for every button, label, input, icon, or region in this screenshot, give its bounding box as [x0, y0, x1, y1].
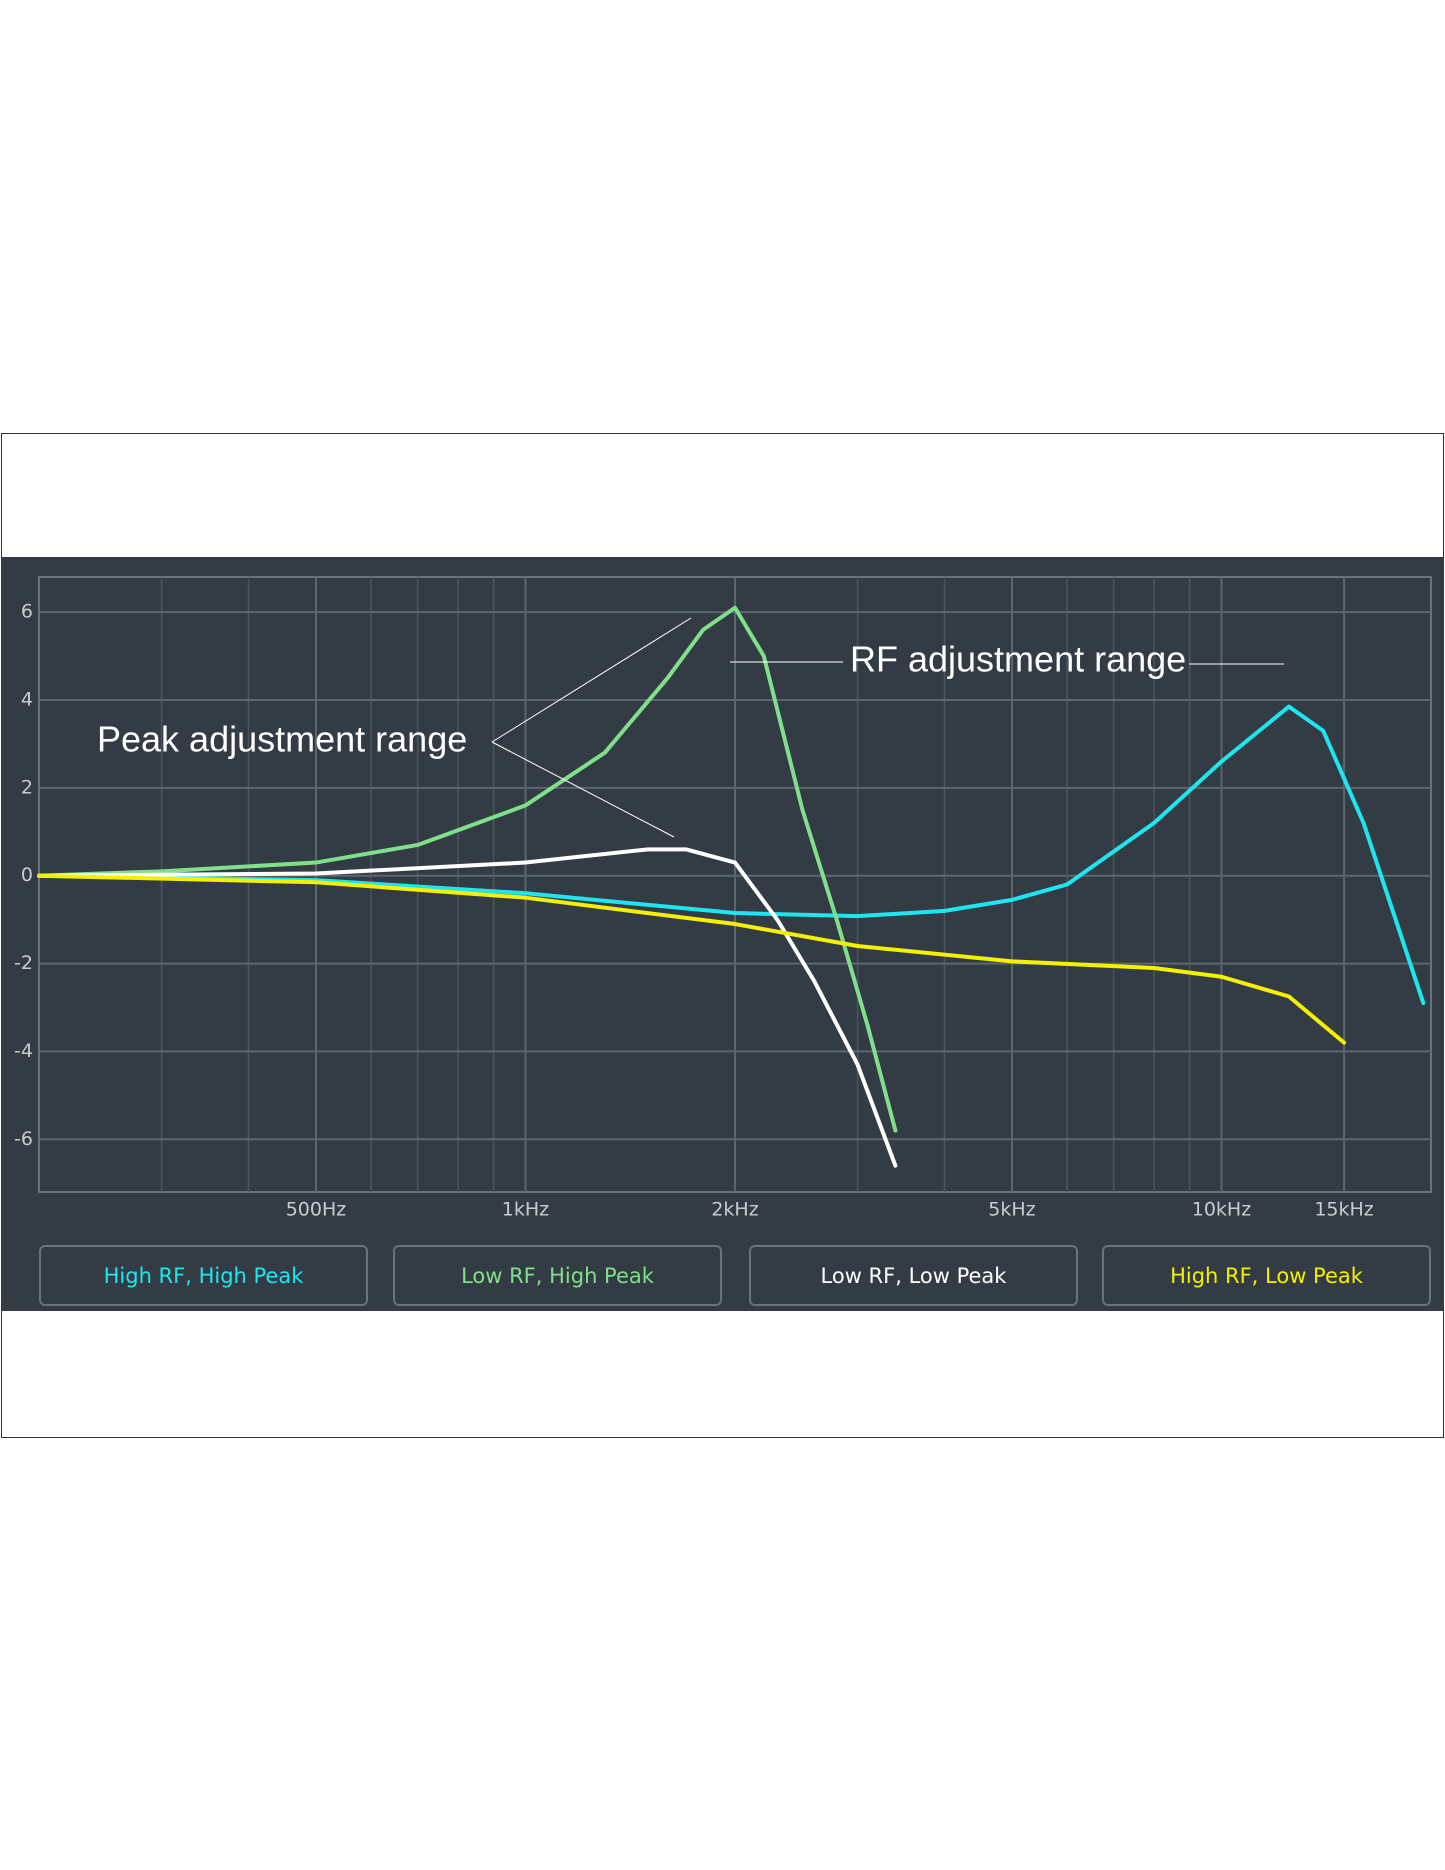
- eq-curve: [37, 847, 898, 1168]
- eq-curve: [37, 605, 898, 1133]
- annotation: Peak adjustment range: [97, 719, 467, 760]
- x-tick-label: 5kHz: [988, 1199, 1035, 1221]
- preset-button[interactable]: High RF, High Peak: [39, 1245, 368, 1306]
- y-tick-label: -4: [14, 1040, 33, 1062]
- grid: [39, 577, 1431, 1192]
- y-tick-label: -6: [14, 1128, 33, 1150]
- y-tick-label: 6: [21, 601, 33, 623]
- leader-line: [491, 741, 675, 838]
- x-tick-label: 15kHz: [1314, 1199, 1373, 1221]
- preset-button[interactable]: Low RF, High Peak: [393, 1245, 722, 1306]
- y-tick-label: 4: [21, 689, 33, 711]
- eq-curve: [37, 873, 1347, 1045]
- x-tick-label: 1kHz: [502, 1199, 549, 1221]
- x-tick-label: 500Hz: [286, 1199, 347, 1221]
- preset-button[interactable]: Low RF, Low Peak: [749, 1245, 1078, 1306]
- annotation: RF adjustment range: [850, 639, 1186, 680]
- y-tick-label: -2: [14, 952, 33, 974]
- x-tick-label: 10kHz: [1192, 1199, 1251, 1221]
- eq-curve: [37, 704, 1426, 1006]
- eq-panel: [1, 557, 1444, 1311]
- leader-line: [491, 617, 692, 743]
- curves: [37, 605, 1426, 1168]
- y-tick-label: 0: [21, 864, 33, 886]
- y-tick-label: 2: [21, 776, 33, 798]
- x-tick-label: 2kHz: [711, 1199, 758, 1221]
- preset-button[interactable]: High RF, Low Peak: [1102, 1245, 1431, 1306]
